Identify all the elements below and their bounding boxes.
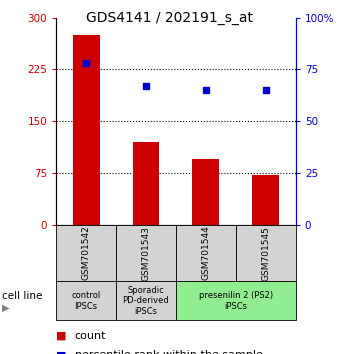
Bar	[116, 225, 176, 281]
Text: ■: ■	[56, 331, 67, 341]
Bar	[252, 175, 279, 225]
Text: GDS4141 / 202191_s_at: GDS4141 / 202191_s_at	[86, 11, 254, 25]
Text: Sporadic
PD-derived
iPSCs: Sporadic PD-derived iPSCs	[123, 286, 169, 316]
Text: ■: ■	[56, 350, 67, 354]
Bar	[133, 142, 159, 225]
Text: cell line: cell line	[2, 291, 42, 301]
Bar	[116, 281, 176, 320]
Text: control
IPSCs: control IPSCs	[71, 291, 101, 310]
Text: GSM701544: GSM701544	[201, 226, 210, 280]
Bar	[192, 159, 219, 225]
Text: count: count	[75, 331, 106, 341]
Text: percentile rank within the sample: percentile rank within the sample	[75, 350, 263, 354]
Bar	[236, 225, 296, 281]
Text: GSM701543: GSM701543	[141, 225, 151, 281]
Text: GSM701542: GSM701542	[82, 226, 90, 280]
Bar	[56, 281, 116, 320]
Text: presenilin 2 (PS2)
iPSCs: presenilin 2 (PS2) iPSCs	[199, 291, 273, 310]
Bar	[72, 35, 100, 225]
Bar	[176, 281, 296, 320]
Bar	[56, 225, 116, 281]
Text: GSM701545: GSM701545	[261, 225, 270, 281]
Text: ▶: ▶	[2, 303, 9, 313]
Bar	[176, 225, 236, 281]
